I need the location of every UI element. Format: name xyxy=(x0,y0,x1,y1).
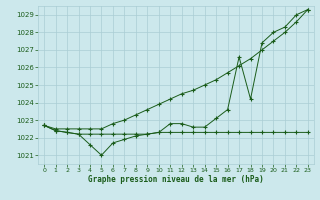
X-axis label: Graphe pression niveau de la mer (hPa): Graphe pression niveau de la mer (hPa) xyxy=(88,175,264,184)
